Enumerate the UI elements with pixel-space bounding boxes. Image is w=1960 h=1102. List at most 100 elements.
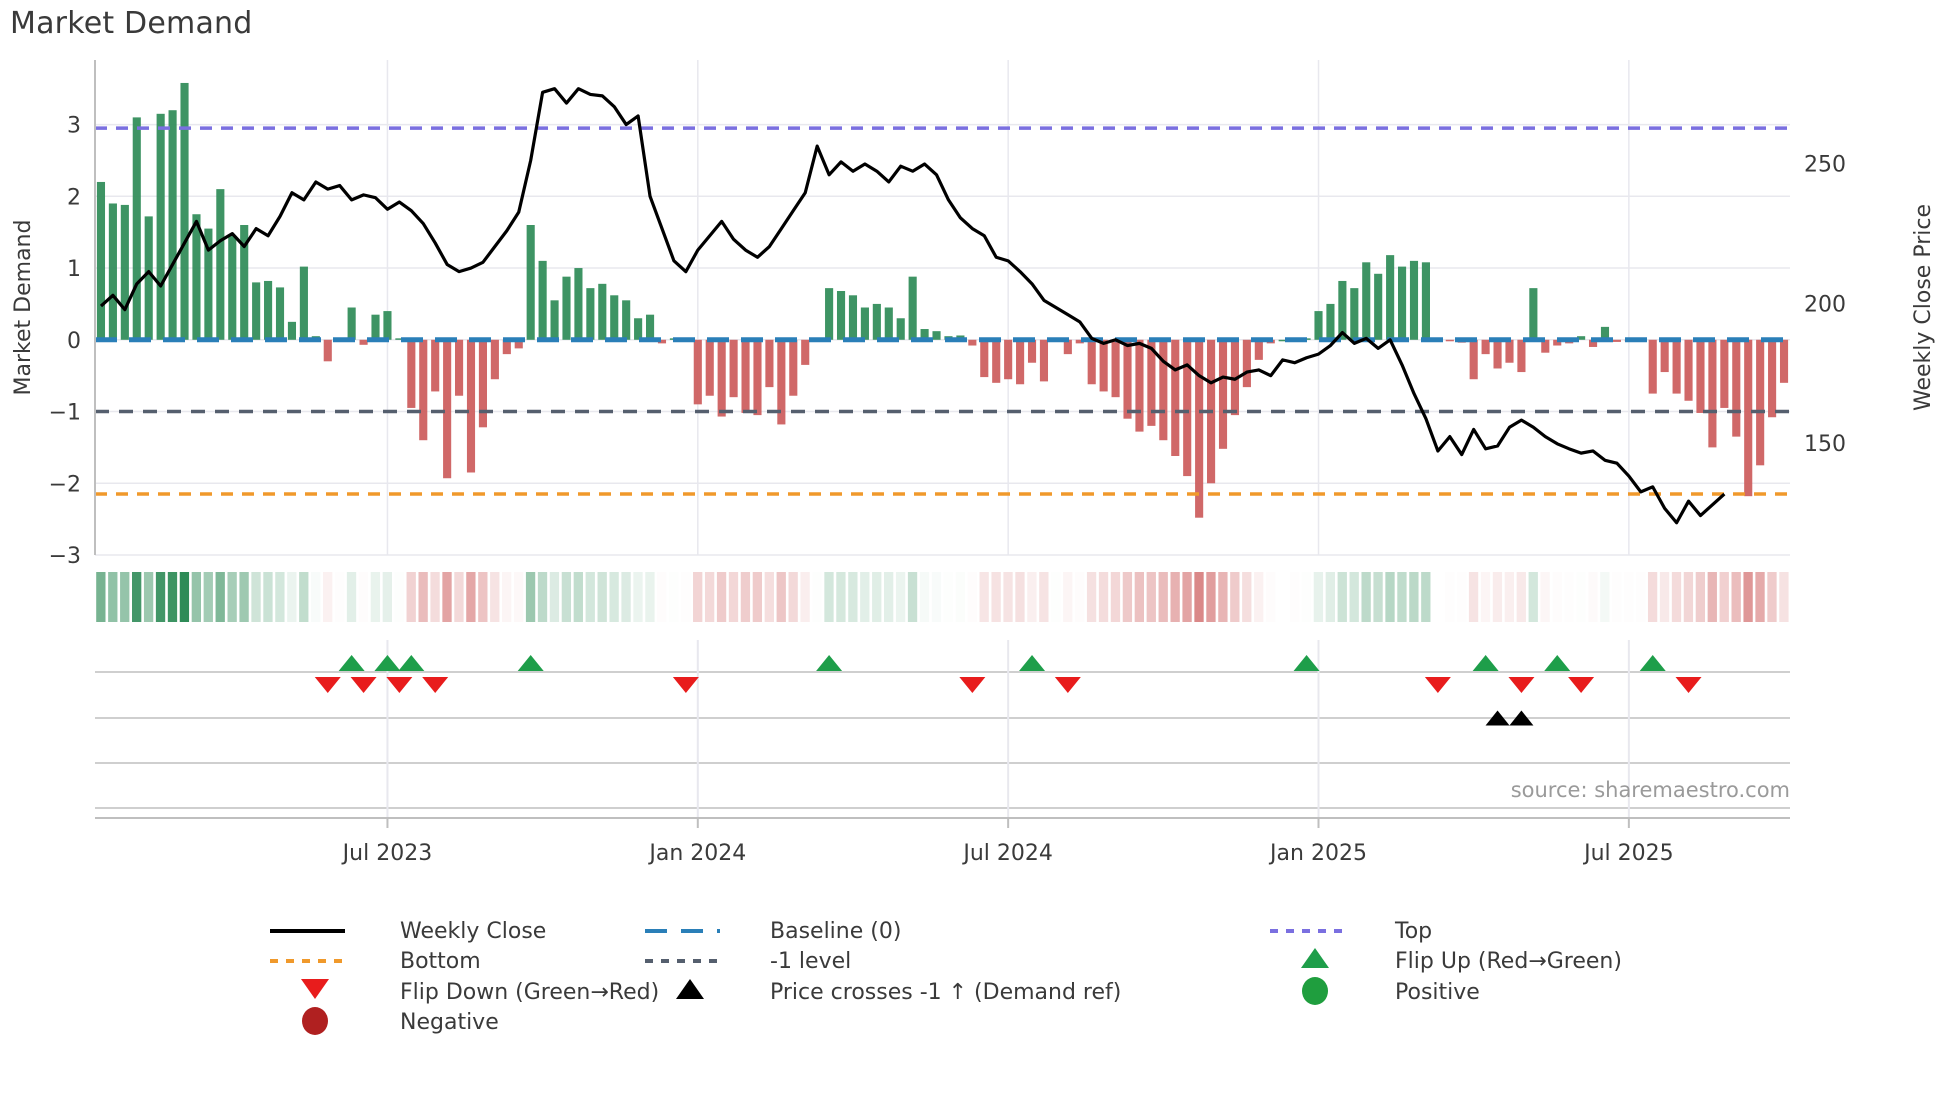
heatmap-cell	[1289, 572, 1300, 622]
heatmap-cell	[537, 572, 548, 622]
demand-bar	[1648, 339, 1657, 394]
demand-bar	[156, 113, 165, 340]
legend-bottom[interactable]: Bottom	[270, 949, 481, 974]
demand-bar	[1063, 339, 1072, 355]
demand-bar	[634, 318, 643, 340]
legend-baseline[interactable]: Baseline (0)	[645, 919, 901, 944]
demand-bar	[216, 189, 225, 340]
heatmap-cell	[1779, 572, 1789, 622]
heatmap-cell	[991, 572, 1001, 622]
demand-bar	[1541, 339, 1550, 353]
heatmap-cell	[1480, 572, 1491, 622]
legend-flip-down[interactable]: Flip Down (Green→Red)	[301, 979, 659, 1005]
heatmap-cell	[108, 572, 118, 622]
heatmap-cell	[1230, 572, 1240, 622]
demand-bar	[1362, 262, 1371, 340]
heatmap-cell	[155, 572, 166, 622]
y-axis-tick-label: 3	[67, 114, 81, 139]
flip-up-marker	[1544, 654, 1571, 672]
heatmap-cell	[513, 572, 524, 622]
heatmap-cell	[716, 572, 727, 622]
heatmap-cell	[394, 572, 404, 622]
demand-bar	[168, 110, 177, 340]
heatmap-cell	[1468, 572, 1479, 622]
heatmap-cell	[1015, 572, 1025, 622]
heatmap-cell	[1182, 572, 1192, 622]
legend-minus-one[interactable]: -1 level	[645, 949, 851, 974]
heatmap-cell	[1325, 572, 1335, 622]
price-cross-marker	[1509, 710, 1534, 726]
heatmap-cell	[1731, 572, 1741, 622]
heatmap-cell	[239, 572, 249, 622]
demand-bar	[1314, 311, 1323, 340]
heatmap-cell	[1277, 572, 1288, 622]
demand-bar	[1744, 339, 1753, 497]
demand-bar	[1087, 339, 1096, 385]
demand-bar	[1577, 336, 1586, 340]
heatmap-cell	[120, 572, 130, 622]
heatmap-cell	[1707, 572, 1717, 622]
demand-bar	[180, 82, 189, 340]
demand-bar	[1469, 339, 1478, 380]
heatmap-cell	[1612, 572, 1622, 622]
demand-bar	[622, 300, 631, 340]
demand-bar	[860, 307, 869, 340]
heatmap-cell	[1504, 572, 1515, 622]
y2-axis-tick-label: 250	[1804, 152, 1846, 177]
heatmap-cell	[657, 572, 667, 622]
legend-weekly-close[interactable]: Weekly Close	[270, 919, 546, 944]
demand-bar	[1445, 339, 1454, 342]
demand-bar	[1147, 339, 1156, 426]
x-axis-tick-label: Jul 2023	[341, 841, 433, 866]
heatmap-cell	[681, 572, 691, 622]
demand-bar	[968, 339, 977, 346]
heatmap-cell	[502, 572, 512, 622]
demand-bar	[562, 276, 571, 340]
flip-down-marker	[350, 676, 377, 694]
demand-bar	[1409, 260, 1419, 340]
demand-bar	[920, 329, 929, 340]
demand-bar	[884, 307, 893, 340]
heatmap-cell	[466, 572, 476, 622]
demand-bar	[1553, 339, 1562, 346]
flip-down-marker	[672, 676, 699, 694]
heatmap-cell	[1552, 572, 1562, 622]
legend-positive[interactable]: Positive	[1302, 977, 1480, 1005]
heatmap-cell	[1600, 572, 1610, 622]
heatmap-cell	[370, 572, 381, 622]
demand-bar	[1720, 339, 1729, 408]
heatmap-cell	[1027, 572, 1037, 622]
demand-bar	[1684, 339, 1693, 401]
legend-negative[interactable]: Negative	[302, 1007, 499, 1035]
heatmap-cell	[454, 572, 464, 622]
demand-bar	[896, 318, 905, 340]
heatmap-cell	[1122, 572, 1133, 622]
legend-top[interactable]: Top	[1270, 919, 1432, 944]
flip-down-marker	[314, 676, 341, 694]
demand-bar	[550, 300, 559, 340]
legend-label: Baseline (0)	[770, 919, 901, 944]
demand-bar	[1374, 273, 1383, 340]
legend-price-cross[interactable]: Price crosses -1 ↑ (Demand ref)	[676, 979, 1121, 1005]
heatmap-cell	[1588, 572, 1598, 622]
chart-legend: Weekly Close Baseline (0) Top Bottom -1 leve…	[270, 919, 1622, 1035]
demand-bar	[1218, 339, 1228, 449]
demand-bars	[96, 82, 1789, 518]
demand-bar	[228, 235, 237, 340]
demand-bar	[1004, 339, 1013, 380]
demand-bar	[431, 339, 440, 392]
legend-label: Top	[1394, 919, 1432, 944]
legend-label: Weekly Close	[400, 919, 546, 944]
demand-bar	[801, 339, 810, 365]
flip-down-marker	[422, 676, 449, 694]
heatmap-cell	[1659, 572, 1670, 622]
legend-flip-up[interactable]: Flip Up (Red→Green)	[1301, 948, 1622, 974]
demand-bar	[490, 339, 499, 380]
demand-bar	[1039, 339, 1049, 382]
heatmap-cell	[143, 572, 154, 622]
heatmap-cell	[1158, 572, 1168, 622]
y-axis-tick-label: −3	[49, 544, 81, 569]
heatmap-cell	[860, 572, 870, 622]
heatmap-cell	[884, 572, 894, 622]
